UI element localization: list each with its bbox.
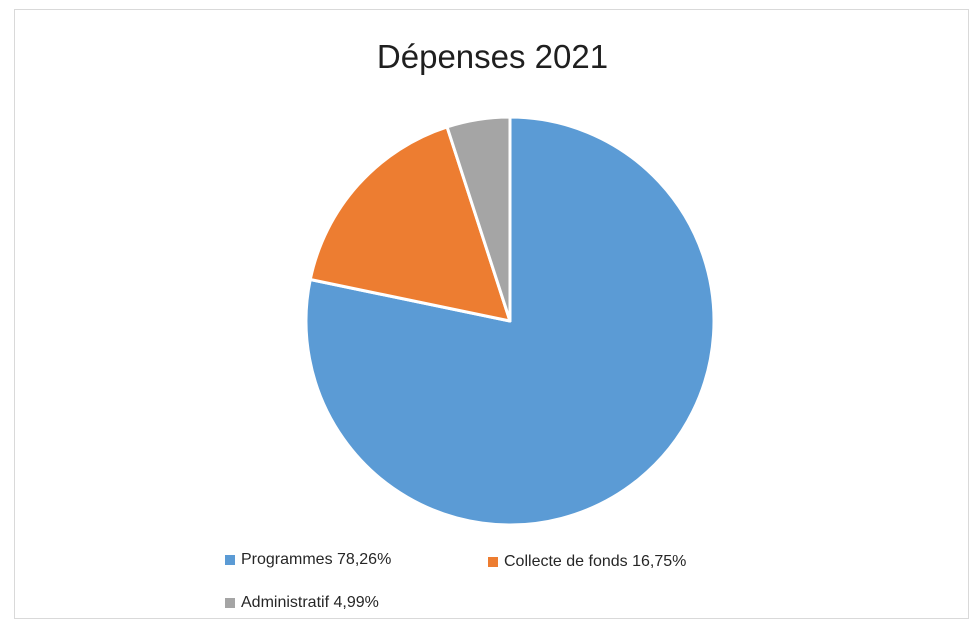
legend-item-administratif: Administratif 4,99% — [225, 594, 379, 612]
chart-title: Dépenses 2021 — [376, 38, 609, 75]
legend-label-programmes: Programmes 78,26% — [241, 551, 392, 568]
legend-item-programmes: Programmes 78,26% — [225, 551, 391, 569]
legend-swatch-collecte-de-fonds — [488, 557, 498, 567]
chart-frame: Dépenses 2021 Programmes 78,26% Collecte… — [14, 9, 969, 619]
legend-swatch-administratif — [225, 598, 235, 608]
pie-slice-administratif — [445, 115, 512, 323]
pie-chart — [304, 115, 716, 527]
pie-slice-collecte-de-fonds — [308, 125, 512, 323]
legend-label-administratif: Administratif 4,99% — [241, 594, 379, 611]
legend-item-collecte-de-fonds: Collecte de fonds 16,75% — [488, 553, 686, 571]
legend-label-collecte-de-fonds: Collecte de fonds 16,75% — [504, 553, 687, 570]
legend-swatch-programmes — [225, 555, 235, 565]
